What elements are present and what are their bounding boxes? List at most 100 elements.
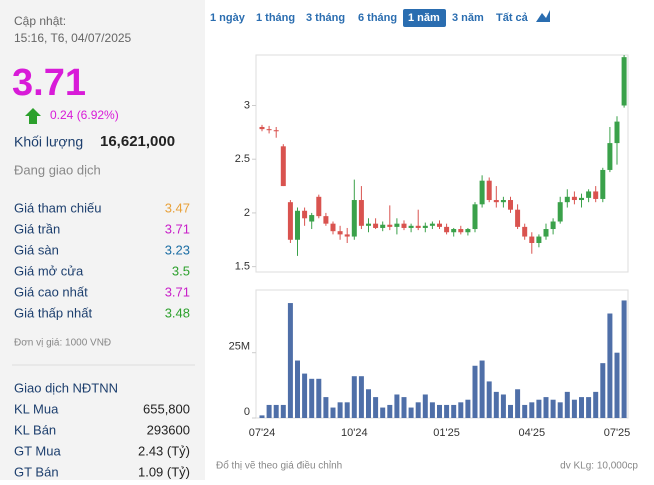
foreign-label: GT Bán — [14, 464, 59, 479]
candle-body — [295, 210, 300, 240]
tab[interactable]: 3 năm — [452, 12, 484, 24]
candle-body — [451, 229, 457, 233]
y-tick-label: 0 — [244, 406, 250, 418]
volume-bar — [266, 404, 272, 418]
unit-note: Đơn vị giá: 1000 VNĐ — [14, 338, 111, 349]
volume-bar — [607, 313, 613, 418]
volume-bar — [287, 303, 293, 418]
volume-bar — [366, 389, 371, 418]
candle-body — [607, 143, 613, 170]
candle-body — [458, 229, 464, 233]
candle-body — [529, 236, 535, 243]
candle-body — [287, 202, 293, 240]
volume-bar — [280, 404, 286, 418]
row-value: 3.47 — [165, 200, 190, 215]
volume-bar — [593, 391, 599, 418]
candle-body — [508, 200, 513, 210]
volume-bar — [323, 397, 329, 418]
volume-bar — [273, 404, 279, 418]
volume-bar — [515, 389, 521, 418]
foreign-label: GT Mua — [14, 443, 61, 458]
volume-bar — [422, 394, 428, 418]
foreign-value: 2.43 (Tỷ) — [138, 443, 190, 458]
volume-bar — [614, 352, 620, 418]
left-panel — [0, 0, 205, 480]
volume-bar — [259, 415, 265, 418]
candle-body — [351, 200, 357, 237]
x-tick-label: 01'25 — [433, 427, 460, 439]
tab[interactable]: 6 tháng — [358, 12, 397, 24]
row-label: Giá sàn — [14, 242, 59, 257]
volume-bar — [536, 399, 542, 418]
volume-bar — [387, 404, 393, 418]
y-tick-label: 2.5 — [235, 153, 250, 165]
chart-icon[interactable] — [536, 10, 550, 22]
candle-body — [415, 225, 421, 228]
row-label: Giá cao nhất — [14, 284, 88, 299]
candle-body — [614, 121, 620, 144]
candle-body — [429, 223, 435, 226]
candle-body — [358, 200, 364, 226]
candle-body — [437, 223, 442, 227]
volume-bar — [295, 360, 300, 418]
status: Đang giao dịch — [14, 162, 101, 177]
volume-bar — [337, 402, 343, 418]
candle-body — [337, 231, 343, 235]
candle-body — [422, 225, 428, 228]
foreign-value: 655,800 — [143, 401, 190, 416]
candle-body — [380, 224, 386, 228]
footer-note: Đổ thị vẽ theo giá điều chỉnh — [216, 460, 342, 472]
volume-bar — [472, 365, 478, 418]
candle-body — [550, 221, 556, 230]
volume-bar — [557, 402, 563, 418]
volume-bar — [579, 397, 584, 418]
volume-label: Khối lượng — [14, 134, 83, 150]
candle-body — [571, 196, 577, 201]
volume-bar — [316, 378, 322, 418]
volume-bar — [621, 300, 627, 418]
row-label: Giá trần — [14, 221, 60, 236]
tab-selected-bg — [403, 9, 446, 27]
volume-bar — [429, 402, 435, 418]
volume-bar — [394, 394, 400, 418]
candle-body — [500, 200, 506, 203]
volume-bar — [444, 404, 450, 418]
volume-bar — [309, 378, 315, 418]
volume-bar — [437, 404, 442, 418]
y-tick-label: 1.5 — [235, 261, 250, 273]
row-value: 3.23 — [165, 242, 190, 257]
foreign-label: KL Bán — [14, 422, 56, 437]
candle-body — [316, 196, 322, 217]
volume-bar — [415, 402, 421, 418]
candle-body — [593, 191, 599, 199]
volume-bar — [586, 397, 592, 418]
candle-body — [586, 191, 592, 198]
foreign-value: 293600 — [147, 422, 190, 437]
volume-bar — [344, 402, 350, 418]
candle-body — [493, 200, 499, 203]
tab[interactable]: 1 năm — [408, 12, 440, 24]
volume-bar — [600, 363, 606, 418]
tab[interactable]: 3 tháng — [306, 12, 345, 24]
x-tick-label: 10'24 — [341, 427, 368, 439]
updated-label: Cập nhật: — [14, 14, 66, 28]
candle-body — [536, 236, 542, 243]
volume-bar — [500, 394, 506, 418]
volume-bar — [401, 397, 407, 418]
row-label: Giá mở cửa — [14, 263, 84, 278]
current-price: 3.71 — [12, 62, 86, 104]
tab[interactable]: 1 tháng — [256, 12, 295, 24]
tab[interactable]: Tất cả — [496, 12, 529, 24]
volume-bar — [529, 402, 535, 418]
volume-bar — [408, 407, 414, 418]
volume-bar — [508, 404, 513, 418]
foreign-label: KL Mua — [14, 401, 59, 416]
candle-body — [259, 126, 265, 130]
candle-body — [408, 225, 414, 228]
tab[interactable]: 1 ngày — [210, 12, 246, 24]
updated-time: 15:16, T6, 04/07/2025 — [14, 31, 132, 45]
price-change: 0.24 (6.92%) — [50, 108, 119, 122]
x-tick-label: 07'24 — [249, 427, 276, 439]
candle-body — [344, 234, 350, 237]
